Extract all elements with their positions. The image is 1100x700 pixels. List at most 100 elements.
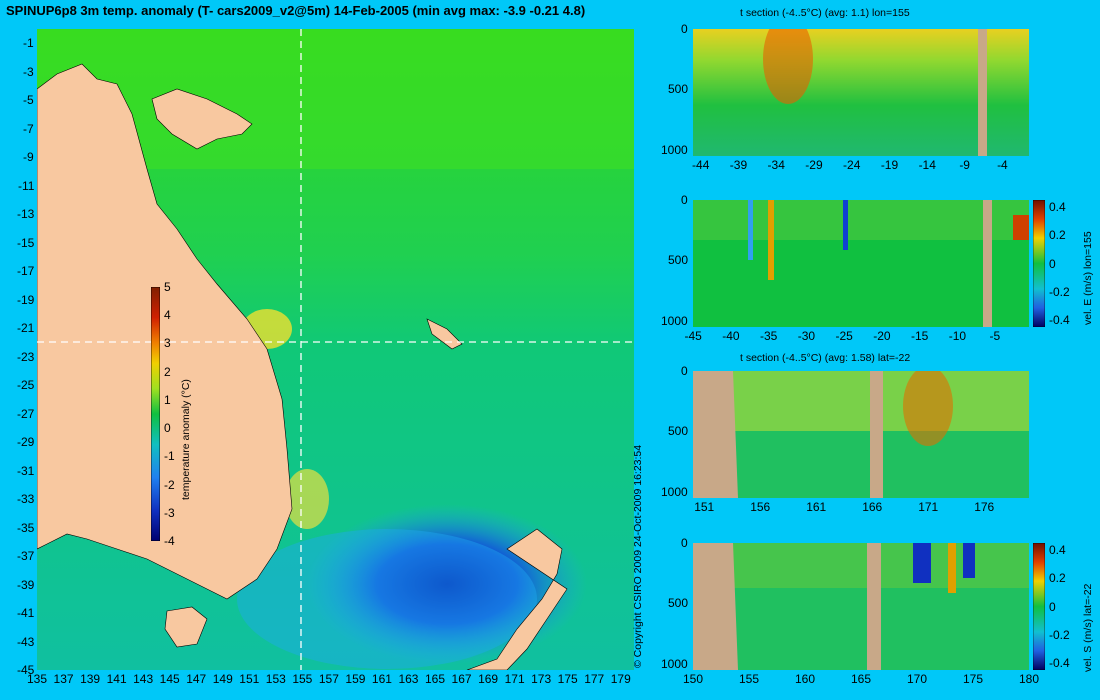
- map-x-tick: 141: [106, 672, 127, 686]
- section-x-tick: 171: [918, 500, 939, 514]
- map-y-tick: -15: [17, 235, 35, 250]
- map-x-tick: 177: [584, 672, 605, 686]
- map-y-tick: -23: [17, 349, 35, 364]
- map-colorbar-tick: -4: [164, 534, 175, 548]
- map-plot: [37, 29, 634, 670]
- map-y-tick: -39: [17, 577, 35, 592]
- section-y-tick: 0: [681, 536, 688, 550]
- map-colorbar-tick: -2: [164, 477, 175, 492]
- map-x-tick: 157: [318, 672, 339, 686]
- section-x-tick: -45: [684, 329, 702, 343]
- cool-anomaly: [237, 529, 537, 669]
- section-x-tick: 170: [907, 672, 928, 686]
- section-x-tick: -9: [959, 158, 970, 172]
- section-x-tick: -25: [835, 329, 853, 343]
- section-y-tick: 1000: [661, 656, 688, 671]
- section-x-tick: 166: [862, 500, 883, 514]
- section-x-tick: -20: [873, 329, 891, 343]
- map-x-tick: 173: [531, 672, 552, 686]
- map-y-tick: -11: [18, 178, 35, 193]
- section-colorbar-tick: 0.4: [1049, 543, 1066, 558]
- map-y-tick: -3: [23, 64, 34, 79]
- map-y-tick: -13: [17, 207, 35, 222]
- map-y-tick: -19: [17, 292, 35, 307]
- map-y-tick: -45: [17, 663, 35, 677]
- section-y-tick: 0: [681, 22, 688, 36]
- map-y-tick: -37: [17, 549, 35, 564]
- map-colorbar-tick: -3: [164, 505, 175, 520]
- map-x-tick: 165: [425, 672, 446, 686]
- section-x-tick: -10: [948, 329, 967, 343]
- map-x-tick: 145: [159, 672, 180, 686]
- map-x-tick: 149: [212, 672, 233, 686]
- section-x-tick: 151: [694, 500, 715, 514]
- map-y-tick: -21: [17, 321, 35, 336]
- section-x-tick: -4: [997, 158, 1008, 172]
- section-x-tick: 175: [963, 672, 984, 686]
- section-colorbar-tick: 0.2: [1049, 571, 1066, 586]
- section-colorbar-tick: -0.2: [1049, 284, 1070, 299]
- map-x-tick: 179: [610, 672, 631, 686]
- map-x-tick: 171: [504, 672, 525, 686]
- panel2-colorbar-label: vel. E (m/s) lon=155: [1082, 231, 1094, 325]
- section-x-tick: -19: [880, 158, 899, 172]
- section-x-tick: -29: [805, 158, 823, 172]
- map-colorbar: [151, 287, 160, 541]
- map-x-tick: 167: [451, 672, 472, 686]
- panel2-colorbar: [1033, 200, 1045, 327]
- panel2-plot: [693, 200, 1029, 327]
- map-colorbar-tick: 2: [164, 364, 171, 379]
- section-colorbar-tick: 0.2: [1049, 228, 1066, 243]
- map-x-tick: 161: [371, 672, 392, 686]
- section-x-tick: 165: [851, 672, 872, 686]
- map-colorbar-label: temperature anomaly (°C): [180, 379, 192, 500]
- map-y-tick: -41: [17, 606, 35, 621]
- map-x-tick: 159: [345, 672, 366, 686]
- map-x-tick: 151: [239, 672, 260, 686]
- map-y-tick: -17: [17, 264, 35, 279]
- map-y-tick: -9: [23, 150, 34, 165]
- section-x-tick: 176: [974, 500, 995, 514]
- new-guinea-land: [151, 88, 253, 150]
- map-x-tick: 169: [478, 672, 499, 686]
- section-x-tick: 160: [795, 672, 816, 686]
- map-y-tick: -43: [17, 634, 35, 649]
- map-x-tick: 175: [557, 672, 578, 686]
- section-x-tick: 180: [1019, 672, 1040, 686]
- panel3-plot: [693, 371, 1029, 498]
- section-y-tick: 500: [668, 596, 689, 611]
- section-y-tick: 1000: [661, 142, 688, 157]
- map-y-tick: -5: [23, 93, 34, 108]
- new-caledonia-land: [426, 318, 463, 350]
- panel1-plot: [693, 29, 1029, 156]
- copyright-text: © Copyright CSIRO 2009 24-Oct-2009 16:23…: [632, 444, 644, 668]
- map-colorbar-tick: 4: [164, 308, 171, 323]
- section-x-tick: 161: [806, 500, 827, 514]
- panel3-title: t section (-4..5°C) (avg: 1.58) lat=-22: [740, 352, 911, 364]
- map-x-tick: 147: [186, 672, 207, 686]
- map-y-tick: -25: [17, 378, 35, 393]
- section-y-tick: 1000: [661, 313, 688, 328]
- section-colorbar-tick: 0: [1049, 599, 1056, 614]
- section-x-tick: -39: [729, 158, 748, 172]
- section-x-tick: -24: [843, 158, 861, 172]
- map-x-tick: 153: [265, 672, 286, 686]
- section-y-tick: 500: [668, 253, 689, 268]
- map-y-tick: -29: [17, 435, 35, 450]
- section-x-tick: -14: [918, 158, 936, 172]
- warm-patch: [285, 469, 329, 529]
- map-y-tick: -1: [23, 36, 34, 51]
- map-y-tick: -33: [17, 492, 35, 507]
- section-x-tick: 150: [683, 672, 704, 686]
- map-x-tick: 155: [292, 672, 313, 686]
- map-colorbar-tick: 5: [164, 280, 171, 294]
- section-x-tick: -30: [797, 329, 816, 343]
- new-zealand-land: [466, 528, 568, 670]
- section-y-tick: 0: [681, 193, 688, 207]
- map-y-tick: -27: [17, 406, 35, 421]
- section-x-tick: 156: [750, 500, 771, 514]
- map-colorbar-tick: 0: [164, 421, 171, 436]
- section-x-tick: -15: [911, 329, 929, 343]
- figure-title: SPINUP6p8 3m temp. anomaly (T- cars2009_…: [6, 3, 586, 18]
- tasmania-land: [164, 606, 208, 648]
